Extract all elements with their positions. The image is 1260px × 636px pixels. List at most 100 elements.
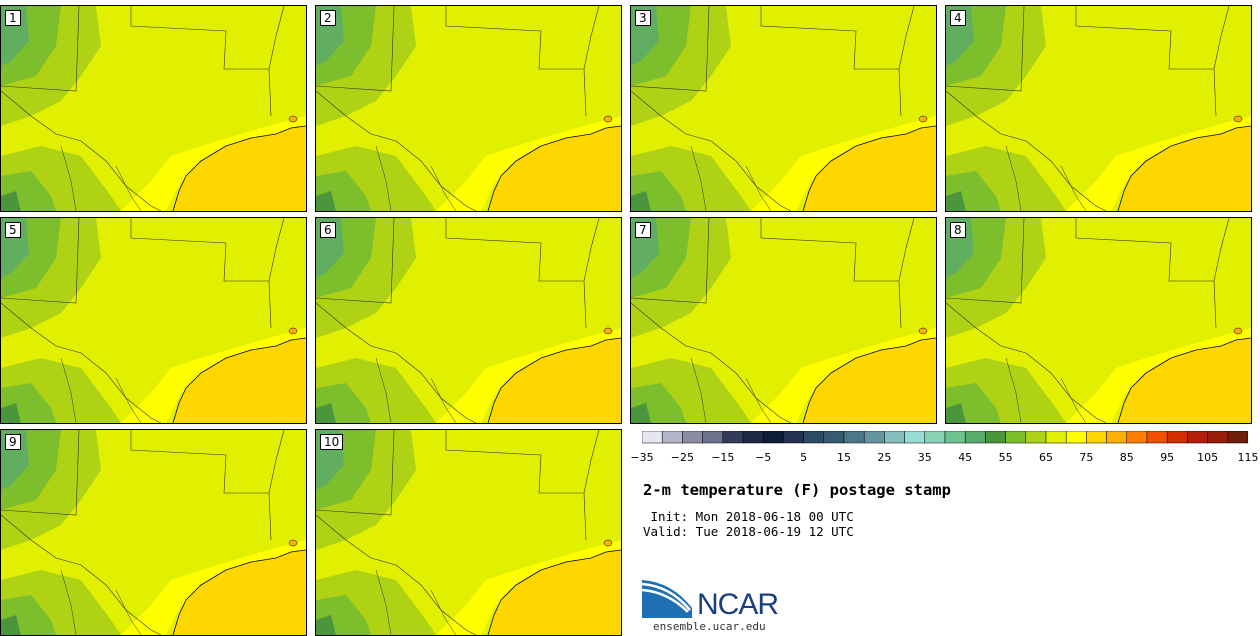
temperature-map (1, 6, 306, 211)
member-panel-9: 9 (0, 429, 307, 636)
gulf-of-mexico (803, 338, 936, 423)
state-border-arkansas (583, 218, 600, 282)
colorbar-tick-label: 55 (998, 451, 1013, 464)
panel-label: 10 (320, 434, 344, 450)
coastline (487, 125, 621, 211)
border-mexico-state (1060, 165, 1087, 211)
temperature-map (631, 6, 936, 211)
state-border-oklahoma (1075, 6, 1217, 117)
colorbar-swatch (884, 431, 905, 444)
colorbar-swatch (1086, 431, 1107, 444)
border-mexico-state (60, 357, 77, 423)
state-border-new-mexico (631, 218, 710, 304)
chart-title: 2-m temperature (F) postage stamp (643, 481, 951, 499)
terrain-southwest-cold (631, 403, 651, 423)
state-border-oklahoma (760, 6, 902, 117)
coastline (172, 549, 306, 635)
state-border-oklahoma (130, 6, 272, 117)
member-panel-6: 6 (315, 217, 622, 424)
website-url: ensemble.ucar.edu (653, 620, 766, 633)
state-border-arkansas (1213, 218, 1230, 282)
gulf-of-mexico (173, 338, 306, 423)
colorbar-swatch (1106, 431, 1128, 444)
state-border-arkansas (583, 430, 600, 494)
colorbar-swatch (1187, 431, 1208, 444)
member-panel-5: 5 (0, 217, 307, 424)
panel-label: 9 (5, 434, 21, 450)
colorbar-tick-label: 5 (800, 451, 808, 464)
colorbar-tick-label: −15 (711, 451, 735, 464)
panel-label: 1 (5, 10, 21, 26)
coastline (172, 125, 306, 211)
coastline (802, 125, 936, 211)
terrain-southwest-cold (946, 403, 966, 423)
coastline (1117, 125, 1251, 211)
border-mexico-state (115, 589, 142, 635)
lake-marker (288, 539, 298, 547)
lake-marker (288, 327, 298, 335)
border-mexico-state (690, 357, 707, 423)
border-mexico-state (745, 165, 772, 211)
colorbar-swatch (762, 431, 784, 444)
border-rio-grande (316, 514, 477, 635)
state-border-new-mexico (946, 6, 1025, 92)
member-panel-10: 10 (315, 429, 622, 636)
panel-label: 2 (320, 10, 336, 26)
colorbar-tick-label: 15 (837, 451, 851, 464)
temperature-map (316, 218, 621, 423)
terrain-southwest-cold (631, 191, 651, 211)
colorbar-swatch (722, 431, 744, 444)
state-border-new-mexico (316, 430, 395, 516)
state-border-arkansas (898, 218, 915, 282)
coastline (802, 337, 936, 423)
gulf-of-mexico (488, 126, 621, 211)
state-border-new-mexico (1, 218, 80, 304)
panel-label: 8 (950, 222, 966, 238)
state-border-oklahoma (445, 430, 587, 541)
colorbar-tick-label: −5 (755, 451, 772, 464)
colorbar-swatch (964, 431, 986, 444)
state-border-oklahoma (445, 218, 587, 329)
gulf-of-mexico (488, 338, 621, 423)
border-mexico-state (60, 145, 77, 211)
member-panel-1: 1 (0, 5, 307, 212)
border-rio-grande (946, 90, 1107, 211)
temperature-colorbar (642, 431, 1248, 444)
colorbar-swatch (1227, 431, 1248, 444)
gulf-of-mexico (1118, 126, 1251, 211)
colorbar-swatch (1005, 431, 1027, 444)
border-mexico-state (115, 377, 142, 423)
state-border-arkansas (898, 6, 915, 70)
state-border-arkansas (268, 6, 285, 70)
coastline (172, 337, 306, 423)
colorbar-swatch (803, 431, 825, 444)
border-mexico-state (1060, 377, 1087, 423)
border-rio-grande (1, 302, 162, 423)
state-border-new-mexico (1, 6, 80, 92)
lake-marker (1233, 115, 1243, 123)
colorbar-swatch (985, 431, 1006, 444)
colorbar-tick-label: 105 (1197, 451, 1219, 464)
panel-label: 5 (5, 222, 21, 238)
colorbar-swatch (924, 431, 946, 444)
panel-label: 4 (950, 10, 966, 26)
gulf-of-mexico (173, 126, 306, 211)
border-mexico-state (430, 377, 457, 423)
state-border-new-mexico (316, 218, 395, 304)
state-border-arkansas (268, 430, 285, 494)
temperature-map (946, 6, 1251, 211)
colorbar-tick-label: 65 (1039, 451, 1053, 464)
state-border-oklahoma (760, 218, 902, 329)
terrain-southwest-cold (1, 615, 21, 635)
colorbar-tick-label: 35 (917, 451, 932, 464)
terrain-southwest-cold (316, 191, 336, 211)
temperature-map (631, 218, 936, 423)
colorbar-tick-label: 85 (1119, 451, 1134, 464)
colorbar-swatch (843, 431, 865, 444)
gulf-of-mexico (173, 550, 306, 635)
colorbar-swatch (682, 431, 703, 444)
member-panel-7: 7 (630, 217, 937, 424)
colorbar-tick-label: −25 (670, 451, 694, 464)
gulf-of-mexico (803, 126, 936, 211)
ncar-logo-text: NCAR (697, 588, 779, 621)
